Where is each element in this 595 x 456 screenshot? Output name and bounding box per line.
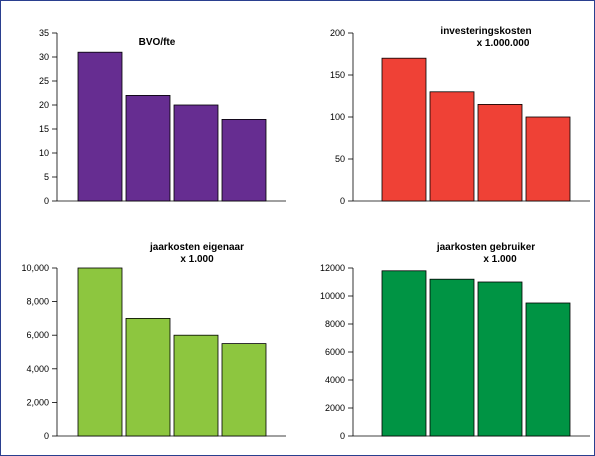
bar bbox=[381, 57, 427, 202]
bar bbox=[525, 116, 571, 202]
y-tick-label: 5 bbox=[44, 172, 49, 182]
y-tick-label: 20 bbox=[39, 100, 49, 110]
y-tick-label: 35 bbox=[39, 28, 49, 38]
bar bbox=[381, 270, 427, 437]
chart-title-line: x 1.000.000 bbox=[477, 38, 530, 49]
y-tick-label: 2,000 bbox=[26, 397, 49, 407]
chart-title-line: x 1.000 bbox=[180, 254, 214, 265]
y-tick-label: 0 bbox=[340, 196, 345, 206]
y-tick-label: 30 bbox=[39, 52, 49, 62]
bar bbox=[173, 104, 219, 202]
y-tick-label: 10000 bbox=[320, 291, 345, 301]
y-tick-label: 4000 bbox=[325, 375, 345, 385]
bar bbox=[77, 51, 123, 202]
y-tick-label: 0 bbox=[44, 431, 49, 441]
bar bbox=[125, 317, 171, 437]
bar bbox=[429, 278, 475, 437]
chart-title-line: investeringskosten bbox=[440, 26, 531, 37]
y-tick-label: 0 bbox=[340, 431, 345, 441]
bar bbox=[477, 281, 523, 437]
bar bbox=[77, 267, 123, 437]
y-tick-label: 6,000 bbox=[26, 330, 49, 340]
bar bbox=[221, 119, 267, 202]
bar bbox=[173, 334, 219, 437]
y-tick-label: 2000 bbox=[325, 403, 345, 413]
chart-title-line: jaarkosten eigenaar bbox=[149, 242, 244, 253]
y-tick-label: 200 bbox=[330, 28, 345, 38]
bar bbox=[477, 104, 523, 202]
y-tick-label: 0 bbox=[44, 196, 49, 206]
chart-panel-1: BVO/fte 0 5 10 15 20 25 30 35 bbox=[39, 28, 286, 206]
y-tick-label: 100 bbox=[330, 112, 345, 122]
bar bbox=[125, 95, 171, 202]
y-tick-label: 50 bbox=[335, 154, 345, 164]
y-tick-label: 25 bbox=[39, 76, 49, 86]
y-tick-label: 150 bbox=[330, 70, 345, 80]
chart-title-line: BVO/fte bbox=[139, 37, 176, 48]
chart-title-line: jaarkosten gebruiker bbox=[436, 242, 535, 253]
y-tick-label: 8000 bbox=[325, 319, 345, 329]
y-tick-label: 12000 bbox=[320, 263, 345, 273]
y-tick-label: 6000 bbox=[325, 347, 345, 357]
chart-title-line: x 1.000 bbox=[483, 254, 517, 265]
bar bbox=[429, 91, 475, 202]
y-tick-label: 10 bbox=[39, 148, 49, 158]
y-tick-label: 8,000 bbox=[26, 297, 49, 307]
y-tick-label: 4,000 bbox=[26, 364, 49, 374]
bar bbox=[525, 302, 571, 437]
y-tick-label: 15 bbox=[39, 124, 49, 134]
bar bbox=[221, 343, 267, 437]
y-tick-label: 10,000 bbox=[21, 263, 49, 273]
